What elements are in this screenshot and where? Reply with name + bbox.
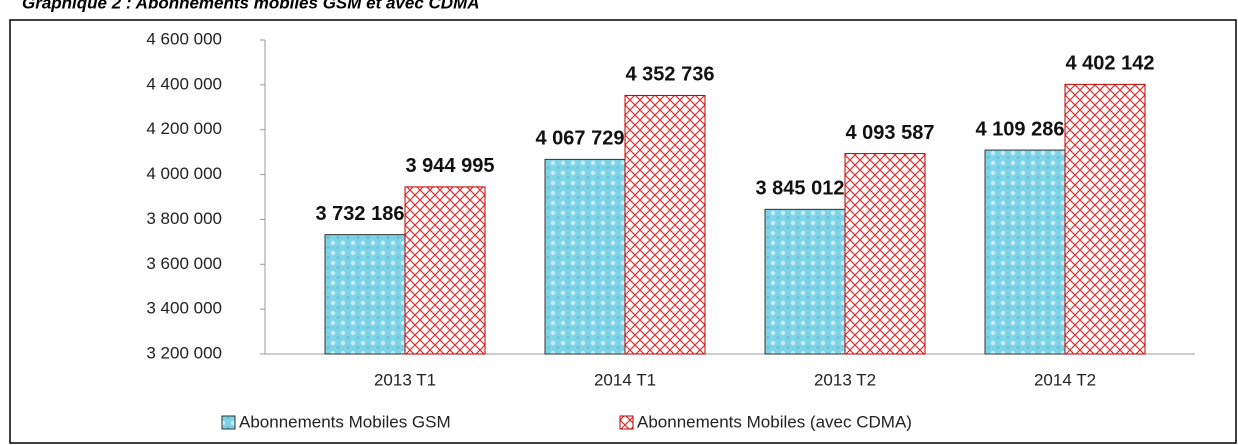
legend-label: Abonnements Mobiles GSM — [239, 412, 451, 431]
y-tick-label: 3 800 000 — [146, 209, 222, 228]
y-tick-label: 4 600 000 — [146, 29, 222, 48]
bar — [544, 158, 626, 355]
x-tick-label: 2014 T1 — [594, 370, 656, 389]
bar — [764, 208, 846, 355]
value-label: 4 067 729 — [536, 128, 625, 150]
bar — [984, 149, 1066, 355]
x-tick-label: 2013 T1 — [374, 370, 436, 389]
legend-swatch — [221, 415, 236, 430]
value-label: 3 845 012 — [756, 178, 845, 200]
value-label: 4 093 587 — [846, 122, 935, 144]
value-label: 4 109 286 — [976, 118, 1065, 140]
legend-label: Abonnements Mobiles (avec CDMA) — [637, 412, 912, 431]
y-tick-label: 3 200 000 — [146, 343, 222, 362]
bar — [1064, 83, 1146, 355]
y-tick-label: 3 400 000 — [146, 299, 222, 318]
y-tick-label: 4 000 000 — [146, 164, 222, 183]
bar — [844, 153, 926, 355]
value-label: 3 732 186 — [316, 203, 405, 225]
y-tick-label: 4 400 000 — [146, 74, 222, 93]
bar — [624, 94, 706, 355]
bar — [324, 234, 406, 355]
y-tick-label: 3 600 000 — [146, 254, 222, 273]
value-label: 4 352 736 — [626, 64, 715, 86]
value-label: 3 944 995 — [406, 155, 495, 177]
chart-frame — [9, 19, 1237, 444]
chart-title: Graphique 2 : Abonnements mobiles GSM et… — [22, 0, 480, 12]
legend-swatch — [619, 415, 634, 430]
bar — [404, 186, 486, 355]
x-tick-label: 2013 T2 — [814, 370, 876, 389]
y-tick-label: 4 200 000 — [146, 119, 222, 138]
value-label: 4 402 142 — [1066, 53, 1155, 75]
x-tick-label: 2014 T2 — [1034, 370, 1096, 389]
